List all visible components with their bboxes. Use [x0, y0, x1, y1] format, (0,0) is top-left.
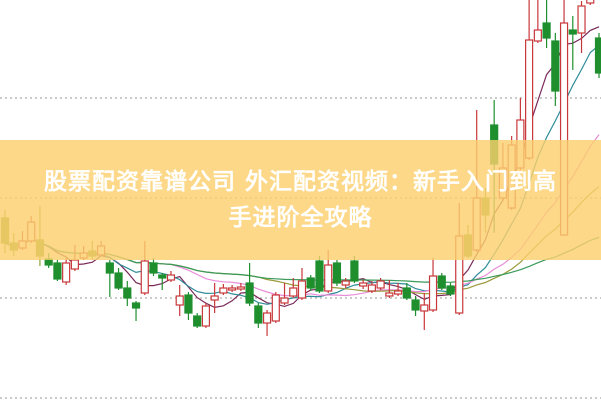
candle-up — [262, 312, 272, 324]
candle-down — [53, 262, 62, 280]
candle-down — [332, 262, 342, 284]
candle-up — [359, 282, 368, 287]
candle-up — [219, 287, 228, 294]
candle-down — [254, 305, 263, 324]
candle-down — [411, 299, 420, 311]
candle-down — [158, 274, 167, 279]
candle-up — [577, 5, 586, 34]
candle-down — [105, 262, 114, 274]
candle-down — [315, 260, 324, 292]
candle-up — [70, 259, 79, 270]
candle-up — [166, 274, 176, 281]
candle-down — [446, 285, 455, 295]
title-banner: 股票配资靠谱公司 外汇配资视频：新手入门到高 手进阶全攻略 — [0, 140, 601, 260]
candle-up — [175, 295, 184, 306]
candle-down — [245, 282, 254, 304]
candle-up — [201, 305, 211, 327]
candle-up — [228, 287, 237, 291]
candle-up — [393, 290, 403, 295]
candle-up — [376, 280, 385, 289]
candle-down — [184, 294, 193, 314]
candle-up — [271, 294, 280, 322]
candle-down — [123, 287, 132, 299]
candle-up — [341, 280, 350, 286]
candle-up — [324, 264, 333, 292]
candle-down — [551, 40, 560, 92]
candle-down — [402, 287, 411, 299]
candle-up — [420, 304, 429, 312]
candle-down — [542, 22, 551, 39]
title-line-1: 股票配资靠谱公司 外汇配资视频：新手入门到高 — [43, 169, 557, 195]
candle-up — [586, 0, 595, 4]
candle-up — [428, 275, 438, 311]
candle-down — [149, 262, 158, 274]
candle-up — [289, 287, 298, 297]
candle-up — [140, 260, 149, 294]
candle-up — [236, 286, 245, 290]
candle-up — [210, 295, 219, 301]
candle-up — [367, 284, 376, 292]
candle-down — [131, 302, 141, 309]
candle-down — [568, 29, 577, 35]
candle-up — [297, 280, 307, 299]
candle-down — [594, 37, 601, 74]
candle-down — [306, 277, 315, 289]
candle-up — [280, 297, 289, 304]
candle-down — [193, 315, 202, 327]
candle-up — [533, 29, 542, 42]
candle-up — [385, 292, 394, 297]
candle-up — [62, 262, 71, 283]
title-line-2: 手进阶全攻略 — [228, 205, 373, 231]
candle-down — [437, 275, 446, 289]
candle-down — [114, 272, 123, 289]
candle-down — [350, 260, 359, 282]
